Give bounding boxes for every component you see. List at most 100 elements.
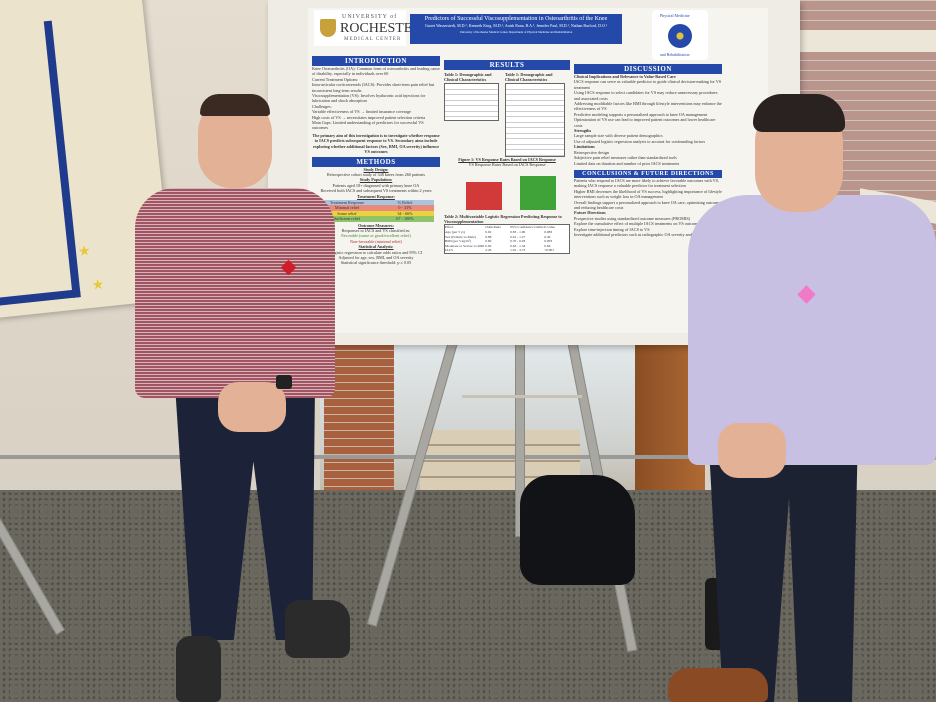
- table-header: Odds Ratio: [485, 225, 502, 230]
- table-title: Table 1: Demographic and Clinical Charac…: [444, 72, 492, 83]
- table-cell: Minimal relief: [318, 205, 376, 211]
- bullet: Variable effectiveness of VS → limited i…: [312, 109, 412, 115]
- section-header: CONCLUSIONS & FUTURE DIRECTIONS: [574, 169, 722, 178]
- text: Retrospective cohort study of 348 knees …: [327, 171, 425, 177]
- methods-content: Study Design: Retrospective cohort study…: [312, 167, 440, 266]
- table-cell: 0.70 - 0.93: [510, 239, 526, 244]
- section-header: DISCUSSION: [574, 64, 722, 74]
- response-bar-chart: [458, 170, 562, 210]
- poster-affiliation: University of Rochester Medical Center, …: [459, 30, 573, 34]
- logo-text: and Rehabilitation: [660, 52, 690, 57]
- introduction-bullets: Knee Osteoarthritis (OA): Common form of…: [312, 66, 440, 155]
- table-cell: IACS: [445, 248, 453, 253]
- text: Logistic regression to calculate odds ra…: [329, 249, 423, 255]
- text: Adjusted for age, sex, BMI, and OA sever…: [338, 255, 414, 260]
- bullet: Overall findings support a personalized …: [574, 199, 722, 210]
- easel-brace: [462, 395, 582, 398]
- bullet: Main Gaps: Limited understanding of pred…: [312, 120, 424, 131]
- table-cell: Sex (Female vs Male): [445, 234, 476, 239]
- bullet: Explore time-injection timing of IACS to…: [574, 226, 650, 232]
- table-header: % Relief: [376, 199, 434, 206]
- shield-icon: [320, 19, 336, 37]
- bullet: Explore the cumulative effect of multipl…: [574, 221, 701, 227]
- column-introduction-methods: INTRODUCTION Knee Osteoarthritis (OA): C…: [312, 56, 440, 266]
- text: Non-favorable (minimal relief): [349, 238, 403, 244]
- table-cell: 0.88: [485, 234, 492, 239]
- bullet: Prospective studies using standardized o…: [574, 215, 691, 221]
- bullet: High costs of VS → necessitates improved…: [312, 114, 426, 120]
- study-aim: The primary aim of this investigation is…: [312, 132, 440, 155]
- bullet: Subjective pain relief measures rather t…: [574, 155, 677, 161]
- subheading: Treatment Response:: [357, 193, 395, 199]
- text: Responses to IACS and VS classified as:: [341, 227, 411, 233]
- bullet: Using IACS response to select candidates…: [574, 90, 718, 101]
- logo-text: UNIVERSITY of: [342, 14, 398, 20]
- table-cell: 1.61 - 3.73: [510, 248, 526, 253]
- table-header: Effect: [445, 225, 454, 230]
- text: Favorable (some or good/excellent relief…: [341, 233, 411, 239]
- conclusions-content: Patients who respond to IACS are more li…: [574, 178, 722, 237]
- table-cell: Some relief: [318, 210, 376, 217]
- section-header: METHODS: [312, 156, 440, 167]
- section-header: INTRODUCTION: [312, 56, 440, 66]
- table-title: Table 1: Demographic and Clinical Charac…: [505, 72, 553, 83]
- pmr-logo: Physical Medicine and Rehabilitation: [652, 10, 708, 60]
- table-1b: Table 1: Demographic and Clinical Charac…: [505, 72, 565, 157]
- person-left-shoe: [176, 636, 221, 702]
- star-icon: ★: [77, 243, 92, 261]
- subheading: Study Design:: [363, 166, 389, 172]
- text: Patients aged 18+ diagnosed with primary…: [332, 182, 420, 188]
- bullet: Current Treatment Options:: [312, 76, 359, 82]
- subheading: Clinical Implications and Relevance to V…: [574, 74, 676, 79]
- treatment-response-table: Treatment Response % Relief Minimal reli…: [318, 199, 434, 222]
- table-cell: 0.083: [544, 230, 553, 235]
- flower-logo-icon: [668, 24, 692, 48]
- smartwatch: [276, 375, 292, 389]
- table-cell: 67 - 100%: [376, 216, 434, 222]
- bullet: Challenges:: [312, 103, 332, 109]
- person-left-hands: [218, 382, 286, 432]
- subheading: Outcome Measures:: [358, 222, 394, 228]
- bullet: Knee Osteoarthritis (OA): Common form of…: [312, 66, 440, 77]
- regression-table: Effect Odds Ratio 95% Confidence Limits …: [444, 224, 570, 254]
- bullet: Limited data on duration and number of p…: [574, 160, 680, 166]
- bullet: Patients who respond to IACS are more li…: [574, 177, 720, 189]
- person-left-shoe: [285, 600, 350, 658]
- subheading: Strengths: [574, 128, 592, 134]
- column-discussion-conclusions: DISCUSSION Clinical Implications and Rel…: [574, 64, 722, 237]
- logo-text: ROCHESTER: [340, 21, 422, 36]
- subheading: Future Directions: [574, 210, 606, 216]
- bullet: Use of adjusted logistic regression anal…: [574, 138, 706, 144]
- wall-trim: [800, 30, 936, 52]
- poster-title-box: Predictors of Successful Viscosupplement…: [410, 14, 622, 44]
- poster-authors: Garret Wasserstedt, M.D.¹, Kenneth King,…: [424, 23, 608, 28]
- backpack: [520, 475, 635, 585]
- table-cell: <0.001: [544, 248, 555, 253]
- stairwell-brick: [324, 332, 394, 502]
- table-title: Table 2: Multivariable Logistic Regressi…: [444, 213, 562, 225]
- table-cell: Sufficient relief: [318, 216, 376, 222]
- table-header: 95% Confidence Limits: [510, 225, 544, 230]
- table-cell: 34 - 66%: [376, 210, 434, 217]
- bullet: Retrospective design: [574, 149, 610, 155]
- subheading: Limitations: [574, 144, 595, 150]
- table-cell: 0.92: [485, 230, 492, 235]
- logo-text: MEDICAL CENTER: [344, 37, 402, 42]
- table-header: P-value: [544, 225, 555, 230]
- table-cell: 0.003: [544, 239, 553, 244]
- table-cell: 0.63 - 1.34: [510, 243, 526, 248]
- table-cell: BMI (per 5 kg/m²): [445, 239, 472, 244]
- bullet: Optimization of VS use can lead to impro…: [574, 117, 716, 128]
- urmc-logo: UNIVERSITY of ROCHESTER MEDICAL CENTER: [314, 10, 422, 46]
- table-cell: 0.83 - 1.00: [510, 230, 526, 235]
- logo-text: Physical Medicine: [660, 13, 690, 18]
- person-left-hair: [200, 94, 270, 116]
- bullet: Addressing modifiable factors like BMI t…: [574, 101, 722, 112]
- bullet: Predictive modeling supports a personali…: [574, 111, 708, 117]
- table-cell: 0.61 - 1.27: [510, 234, 526, 239]
- bar-responders: [520, 175, 556, 210]
- discussion-content: Clinical Implications and Relevance to V…: [574, 74, 722, 166]
- star-icon: ★: [90, 277, 105, 294]
- table-cell: Age (per 5 yr): [445, 230, 465, 235]
- bullet: Large sample size with diverse patient d…: [574, 133, 663, 139]
